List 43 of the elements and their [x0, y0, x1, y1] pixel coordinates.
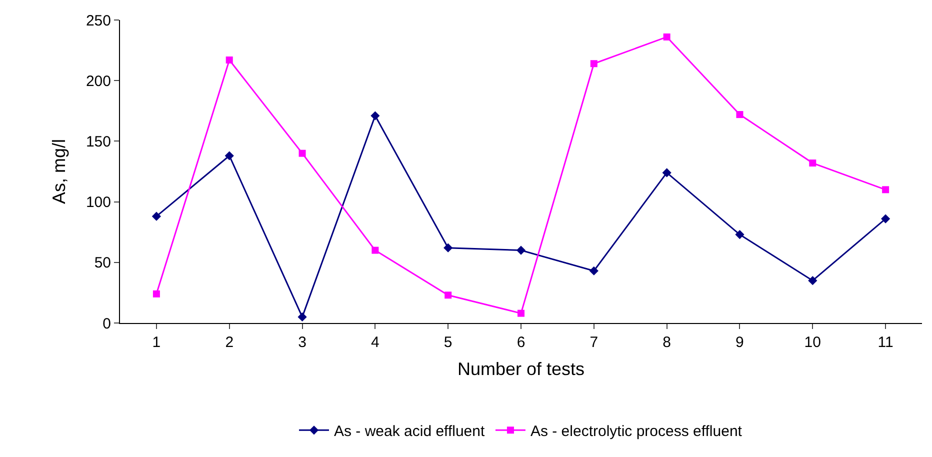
- point: [444, 243, 453, 252]
- point: [663, 33, 670, 40]
- y-tick-label: 100: [86, 194, 111, 212]
- x-tick-label: 4: [371, 334, 380, 351]
- y-tick-label: 50: [94, 254, 111, 272]
- point: [444, 292, 452, 299]
- point: [224, 151, 234, 160]
- x-axis-title: Number of tests: [457, 359, 585, 380]
- point: [516, 246, 526, 255]
- point: [372, 246, 379, 254]
- x-tick-label: 7: [590, 334, 598, 351]
- point: [518, 310, 524, 317]
- point: [882, 186, 890, 194]
- y-tick-label: 200: [86, 72, 111, 90]
- point: [589, 266, 598, 276]
- point: [881, 214, 890, 224]
- point: [370, 111, 380, 120]
- y-axis-title: As, mg/l: [49, 138, 70, 204]
- x-tick-label: 9: [736, 334, 744, 351]
- point: [590, 60, 598, 68]
- x-tick-label: 3: [298, 334, 306, 351]
- legend-label: As - electrolytic process effluent: [530, 423, 743, 440]
- x-tick-label: 2: [225, 334, 234, 351]
- point: [152, 290, 160, 298]
- x-tick-label: 11: [878, 334, 894, 351]
- point: [662, 168, 672, 178]
- point: [735, 230, 744, 240]
- point: [809, 160, 816, 167]
- point: [736, 111, 744, 118]
- point: [298, 150, 306, 157]
- y-tick-label: 150: [86, 133, 111, 150]
- point: [226, 56, 233, 64]
- point: [152, 212, 161, 221]
- x-tick-label: 8: [662, 334, 671, 351]
- y-tick-label: 250: [86, 12, 111, 30]
- y-tick-label: 0: [102, 315, 111, 332]
- x-tick-label: 6: [516, 334, 526, 351]
- x-tick-label: 10: [804, 334, 821, 351]
- x-tick-label: 1: [152, 334, 161, 351]
- x-tick-label: 5: [444, 334, 452, 351]
- point: [808, 276, 818, 286]
- legend-label: As - weak acid effluent: [334, 423, 486, 440]
- point: [298, 312, 307, 322]
